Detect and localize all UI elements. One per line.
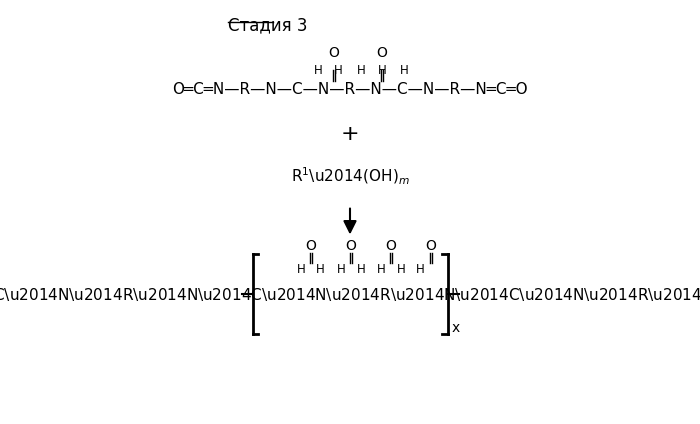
Text: H: H [356,64,365,78]
Text: O: O [306,239,316,253]
Text: H: H [335,64,343,78]
Text: x: x [452,321,460,335]
Text: O═C═N—R—N—C—N—R—N—C—N—R—N═C═O: O═C═N—R—N—C—N—R—N—C—N—R—N═C═O [172,82,528,98]
Text: H: H [416,263,425,276]
Text: O: O [426,239,436,253]
Text: +: + [341,124,359,144]
Text: R$^1$\u2014O\u2014C\u2014N\u2014R\u2014N\u2014C\u2014N\u2014R\u2014N\u2014C\u201: R$^1$\u2014O\u2014C\u2014N\u2014R\u2014N… [0,284,700,304]
Text: O: O [386,239,396,253]
Text: O: O [376,46,387,60]
Text: H: H [356,263,365,276]
Text: H: H [337,263,345,276]
Text: Стадия 3: Стадия 3 [228,16,308,34]
Text: O: O [346,239,356,253]
Text: H: H [397,263,405,276]
Text: H: H [297,263,306,276]
Text: R$^1$\u2014(OH)$_m$: R$^1$\u2014(OH)$_m$ [290,166,410,187]
Text: H: H [316,263,325,276]
Text: H: H [314,64,322,78]
Text: H: H [400,64,409,78]
Text: H: H [378,64,386,78]
Text: H: H [377,263,385,276]
Text: O: O [329,46,340,60]
